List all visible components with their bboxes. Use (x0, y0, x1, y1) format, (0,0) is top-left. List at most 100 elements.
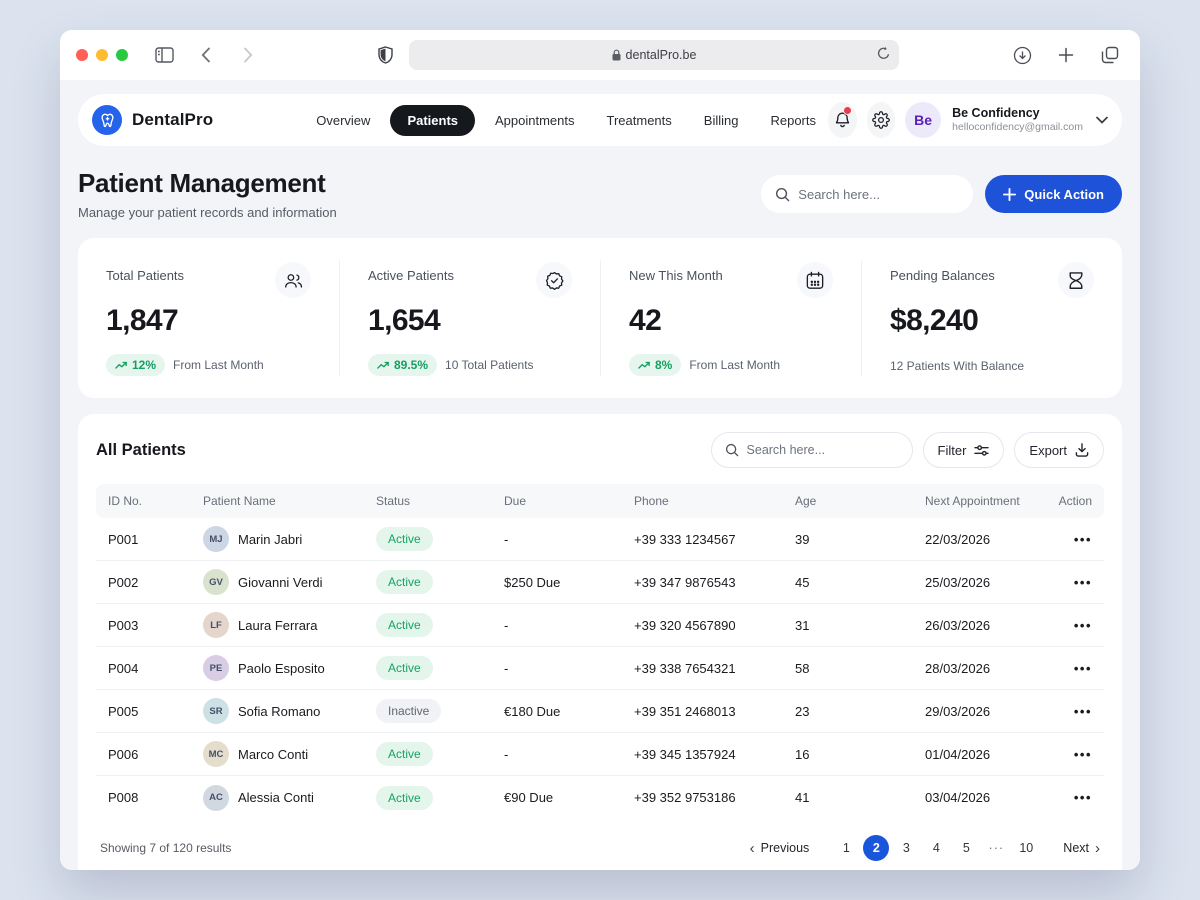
stat-label: Active Patients (368, 268, 454, 283)
table-row[interactable]: P008 AC Alessia Conti Active €90 Due +39… (96, 776, 1104, 819)
stat-caption: From Last Month (173, 358, 264, 372)
next-page-button[interactable]: Next › (1063, 839, 1100, 857)
tab-overview-icon[interactable] (1096, 41, 1124, 69)
user-name: Be Confidency (952, 106, 1040, 121)
zoom-window-button[interactable] (116, 49, 128, 61)
export-button[interactable]: Export (1014, 432, 1104, 468)
nav-item-patients[interactable]: Patients (390, 104, 476, 136)
brand[interactable]: DentalPro (92, 105, 304, 135)
patient-name: Laura Ferrara (238, 617, 318, 633)
patient-age: 58 (795, 660, 810, 676)
back-icon[interactable] (192, 41, 220, 69)
quick-action-button[interactable]: Quick Action (985, 175, 1122, 213)
table-row[interactable]: P002 GV Giovanni Verdi Active $250 Due +… (96, 561, 1104, 604)
downloads-icon[interactable] (1008, 41, 1036, 69)
patient-name: Marco Conti (238, 746, 309, 762)
app-header: DentalPro Overview Patients Appointments… (78, 94, 1122, 146)
search-input[interactable] (798, 186, 939, 202)
users-icon (275, 262, 311, 298)
browser-window: dentalPro.be (60, 30, 1140, 870)
table-row[interactable]: P001 MJ Marin Jabri Active - +39 333 123… (96, 518, 1104, 561)
page-number-button[interactable]: 10 (1019, 841, 1034, 855)
trending-up-icon (638, 361, 650, 369)
table-search[interactable] (710, 432, 913, 468)
previous-page-button[interactable]: ‹ Previous (749, 839, 810, 857)
sidebar-toggle-icon[interactable] (150, 41, 178, 69)
plus-icon (1003, 187, 1017, 201)
table-row[interactable]: P006 MC Marco Conti Active - +39 345 135… (96, 733, 1104, 776)
minimize-window-button[interactable] (96, 49, 108, 61)
table-row[interactable]: P005 SR Sofia Romano Inactive €180 Due +… (96, 690, 1104, 733)
patient-avatar: MC (203, 741, 229, 767)
status-badge: Inactive (376, 699, 442, 723)
window-controls (76, 49, 128, 61)
page-number-button[interactable]: 4 (932, 841, 940, 855)
patient-age: 45 (795, 574, 810, 590)
patient-name: Paolo Esposito (238, 660, 325, 676)
url-text: dentalPro.be (625, 48, 697, 62)
page-number-button[interactable]: 5 (962, 841, 970, 855)
column-header-age: Age (795, 494, 817, 508)
table-row[interactable]: P003 LF Laura Ferrara Active - +39 320 4… (96, 604, 1104, 647)
trending-up-icon (115, 361, 127, 369)
nav-item-billing[interactable]: Billing (703, 112, 739, 128)
address-bar[interactable]: dentalPro.be (409, 40, 899, 70)
row-actions-button[interactable]: ••• (1073, 617, 1092, 633)
forward-icon[interactable] (234, 41, 262, 69)
global-search[interactable] (761, 175, 974, 213)
notifications-button[interactable] (828, 102, 857, 138)
chevron-down-icon (1096, 111, 1108, 129)
row-actions-button[interactable]: ••• (1073, 790, 1092, 805)
page-number-button[interactable]: ··· (988, 841, 1005, 855)
close-window-button[interactable] (76, 49, 88, 61)
column-header-id: ID No. (108, 494, 143, 508)
user-menu[interactable]: Be Be Confidency helloconfidency@gmail.c… (905, 102, 1108, 138)
next-appointment-date: 26/03/2026 (925, 617, 991, 633)
stat-active-patients: Active Patients 1,654 89.5% 10 Total Pa (339, 260, 600, 376)
column-header-action: Action (1058, 494, 1092, 508)
table-search-input[interactable] (746, 443, 882, 457)
table-row[interactable]: P004 PE Paolo Esposito Active - +39 338 … (96, 647, 1104, 690)
due-amount: $250 Due (504, 574, 561, 590)
row-actions-button[interactable]: ••• (1073, 660, 1092, 676)
page-number-button[interactable]: 3 (902, 841, 910, 855)
table-header-row: ID No. Patient Name Status Due Phone Age… (96, 484, 1104, 518)
stat-value: $8,240 (890, 304, 979, 337)
row-actions-button[interactable]: ••• (1073, 703, 1092, 719)
stat-label: Total Patients (106, 268, 185, 283)
patient-phone: +39 338 7654321 (634, 660, 736, 676)
privacy-shield-icon[interactable] (371, 41, 399, 69)
pagination: ‹ Previous 1 2 3 4 5 (750, 835, 1100, 861)
patient-id: P002 (108, 574, 139, 590)
chevron-left-icon: ‹ (749, 839, 755, 857)
nav-item-appointments[interactable]: Appointments (495, 112, 575, 128)
nav-item-reports[interactable]: Reports (770, 112, 816, 128)
filter-button[interactable]: Filter (922, 432, 1005, 468)
row-actions-button[interactable]: ••• (1073, 574, 1092, 590)
status-badge: Active (376, 527, 433, 551)
status-badge: Active (376, 656, 433, 680)
status-badge: Active (376, 613, 433, 637)
column-header-phone: Phone (634, 494, 669, 508)
nav-item-treatments[interactable]: Treatments (606, 112, 672, 128)
main-nav: Overview Patients Appointments Treatment… (304, 104, 828, 136)
row-actions-button[interactable]: ••• (1073, 746, 1092, 762)
page-number-button[interactable]: 1 (842, 841, 850, 855)
search-icon (776, 187, 790, 201)
stat-label: New This Month (629, 268, 723, 283)
patient-phone: +39 352 9753186 (634, 790, 736, 805)
reload-icon[interactable] (877, 46, 890, 64)
row-actions-button[interactable]: ••• (1073, 531, 1092, 547)
stat-caption: From Last Month (689, 358, 781, 372)
stat-caption: 10 Total Patients (445, 358, 534, 372)
next-appointment-date: 03/04/2026 (925, 790, 991, 805)
patient-name: Sofia Romano (238, 703, 321, 719)
nav-item-overview[interactable]: Overview (316, 112, 371, 128)
patient-avatar: LF (203, 612, 229, 638)
page-number-button[interactable]: 2 (863, 835, 890, 861)
next-appointment-date: 28/03/2026 (925, 660, 991, 676)
new-tab-icon[interactable] (1052, 41, 1080, 69)
settings-button[interactable] (866, 102, 896, 138)
bell-icon (835, 112, 849, 128)
patient-phone: +39 351 2468013 (634, 703, 736, 719)
